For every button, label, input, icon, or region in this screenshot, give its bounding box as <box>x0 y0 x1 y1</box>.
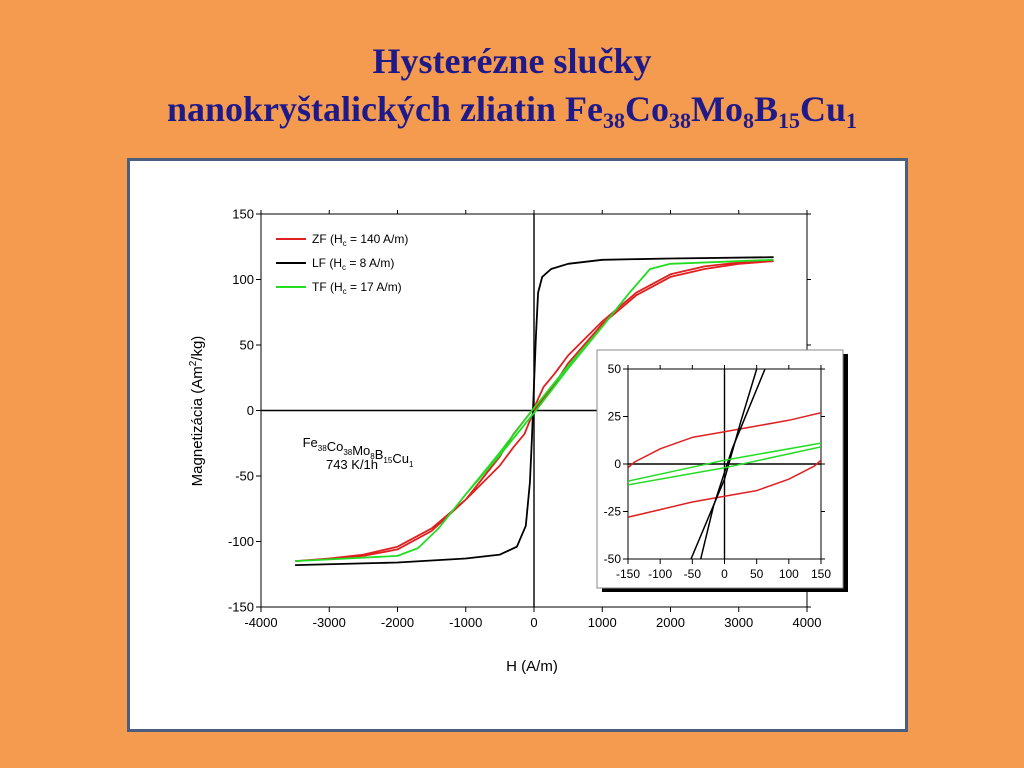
title-formula: Fe38Co38Mo8B15Cu1 <box>565 89 857 133</box>
legend-label: LF (Hc = 8 A/m) <box>312 256 394 272</box>
inset-series-line <box>628 442 821 482</box>
main-y-tick-label: 100 <box>232 272 254 287</box>
main-x-tick-label: 1000 <box>588 615 617 630</box>
main-x-tick-label: 4000 <box>793 615 822 630</box>
inset-series-line <box>699 369 766 559</box>
formula-subscript: 15 <box>777 108 800 133</box>
main-y-tick-label: -50 <box>235 469 254 484</box>
inset-y-tick-label: 25 <box>608 410 622 424</box>
y-axis-label: Magnetizácia (Am2/kg) <box>188 336 206 487</box>
alloy-formula-annotation: Fe38Co38Mo8B15Cu1 <box>303 435 414 469</box>
title-line2-text: nanokryštalických zliatin <box>166 89 566 129</box>
main-series-line <box>295 256 774 566</box>
formula-element: Co <box>624 89 669 129</box>
inset-series-group <box>628 369 821 559</box>
main-series-line <box>295 258 774 562</box>
formula-subscript: 38 <box>668 108 691 133</box>
slide-title-line1: Hysterézne slučky <box>372 41 652 81</box>
main-y-tick-label: -150 <box>228 600 254 615</box>
main-x-tick-label: -4000 <box>244 615 277 630</box>
main-series-group <box>295 256 774 566</box>
main-y-tick-label: 50 <box>240 338 254 353</box>
inset-y-tick-label: 50 <box>608 362 622 376</box>
inset-x-tick-label: -150 <box>616 567 640 581</box>
inset-x-tick-label: -100 <box>648 567 672 581</box>
inset-x-tick-label: 50 <box>750 567 764 581</box>
legend-label: TF (Hc = 17 A/m) <box>312 280 402 296</box>
x-axis-label: H (A/m) <box>506 658 558 675</box>
inset-x-tick-label: 100 <box>779 567 799 581</box>
legend-label: ZF (Hc = 140 A/m) <box>312 232 408 248</box>
inset-x-tick-label: -50 <box>684 567 702 581</box>
inset-x-tick-label: 150 <box>811 567 831 581</box>
inset-y-tick-label: -25 <box>604 505 622 519</box>
formula-element: Mo <box>690 89 743 129</box>
main-x-tick-label: -3000 <box>313 615 346 630</box>
formula-subscript: 1 <box>846 108 858 133</box>
main-x-tick-label: 3000 <box>724 615 753 630</box>
formula-subscript: 38 <box>602 108 625 133</box>
inset-series-line <box>690 369 758 559</box>
main-y-tick-label: 0 <box>247 403 254 418</box>
formula-element: Fe <box>565 89 603 129</box>
main-x-tick-label: 2000 <box>656 615 685 630</box>
formula-element: B <box>753 89 778 129</box>
inset-series-line <box>628 446 821 486</box>
inset-y-tick-label: -50 <box>604 552 622 566</box>
formula-element: Cu <box>799 89 847 129</box>
main-y-tick-label: 150 <box>232 207 254 222</box>
annealing-annotation: 743 K/1h <box>326 457 378 472</box>
main-y-tick-label: -100 <box>228 534 254 549</box>
formula-subscript: 8 <box>742 108 754 133</box>
inset-series-line <box>628 459 821 518</box>
hysteresis-chart: -4000 -3000 -2000 -1000 0 1000 2000 3000 4000-15… <box>188 207 848 675</box>
chart-panel: -4000 -3000 -2000 -1000 0 1000 2000 3000 4000 -15… <box>127 158 908 732</box>
inset-x-tick-label: 0 <box>721 567 728 581</box>
main-x-tick-label: -1000 <box>449 615 482 630</box>
inset-series-line <box>628 411 821 469</box>
main-x-tick-label: 0 <box>530 615 537 630</box>
slide-title-line2: nanokryštalických zliatin Fe38Co38Mo8B15… <box>0 88 1024 134</box>
main-x-tick-label: -2000 <box>381 615 414 630</box>
inset-y-tick-label: 0 <box>614 457 621 471</box>
